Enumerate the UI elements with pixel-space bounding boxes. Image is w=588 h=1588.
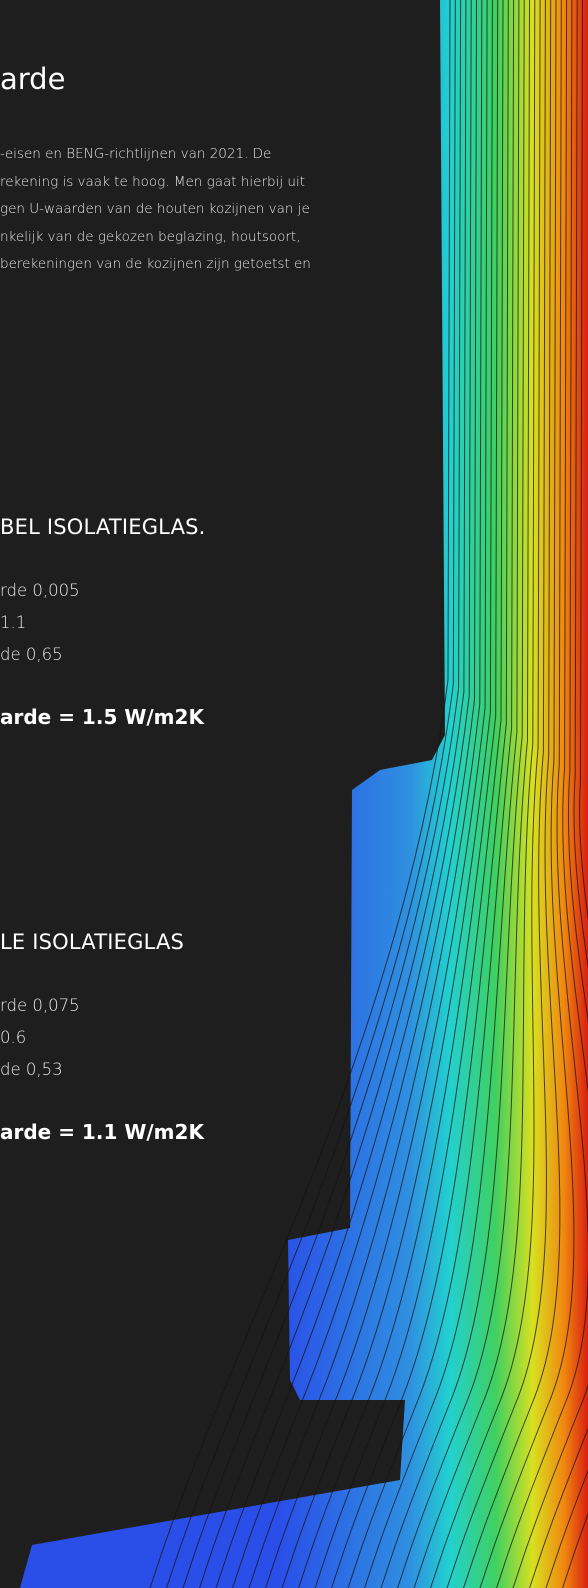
contour-line <box>545 0 588 1588</box>
contour-line <box>215 0 472 1588</box>
spec-item: de 0,53 <box>0 1060 63 1079</box>
contour-line <box>314 0 504 1588</box>
contour-line <box>380 0 525 1588</box>
contour-line <box>347 0 515 1588</box>
contour-line <box>496 0 588 1588</box>
contour-line <box>248 0 483 1588</box>
spec-item: rde 0,075 <box>0 996 80 1015</box>
spec-item: 1.1 <box>0 613 27 632</box>
contour-line <box>430 0 541 1588</box>
contour-line <box>512 0 588 1588</box>
paragraph-line: -eisen en BENG-richtlijnen van 2021. De <box>0 146 272 162</box>
u-value-result: arde = 1.1 W/m2K <box>0 1120 204 1144</box>
contour-line <box>463 0 561 1588</box>
title: arde <box>0 62 66 96</box>
contour-line <box>182 0 462 1588</box>
contour-line <box>364 0 520 1588</box>
contour-line <box>397 0 530 1588</box>
contour-line <box>298 0 499 1588</box>
paragraph-line: gen U-waarden van de houten kozijnen van… <box>0 201 310 217</box>
contour-line <box>232 0 477 1588</box>
section-heading: BEL ISOLATIEGLAS. <box>0 515 206 539</box>
contour-line <box>413 0 536 1588</box>
contour-line <box>281 0 493 1588</box>
contour-line <box>479 0 575 1588</box>
contour-line <box>529 0 588 1588</box>
paragraph-line: rekening is vaak te hoog. Men gaat hierb… <box>0 173 305 190</box>
u-value-result: arde = 1.5 W/m2K <box>0 705 204 729</box>
contour-line <box>265 0 488 1588</box>
contour-line <box>562 0 588 1588</box>
thermal-shape <box>20 0 588 1588</box>
paragraph-line: berekeningen van de kozijnen zijn getoet… <box>0 256 311 272</box>
spec-item: rde 0,005 <box>0 581 80 600</box>
contour-line <box>331 0 509 1588</box>
spec-item: 0.6 <box>0 1028 27 1047</box>
spec-item: de 0,65 <box>0 645 63 664</box>
contour-lines <box>149 0 588 1588</box>
contour-line <box>149 0 451 1588</box>
paragraph-line: nkelijk van de gekozen beglazing, houtso… <box>0 228 301 245</box>
section-heading: LE ISOLATIEGLAS <box>0 930 185 954</box>
contour-line <box>446 0 547 1588</box>
contour-line <box>166 0 456 1588</box>
contour-line <box>199 0 467 1588</box>
